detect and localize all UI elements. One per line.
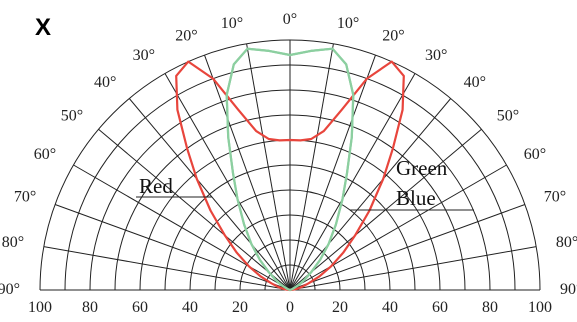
series-label-red: Red bbox=[139, 174, 173, 198]
radial-tick-label: 80 bbox=[482, 299, 498, 316]
panel-label: X bbox=[35, 14, 51, 41]
series-curve-blue bbox=[225, 47, 355, 292]
angle-tick-label: 10° bbox=[337, 15, 359, 32]
radial-tick-label: 40 bbox=[382, 299, 398, 316]
angle-tick-label: 30° bbox=[133, 47, 155, 64]
series-label-green: Green bbox=[396, 156, 448, 180]
angle-tick-label: 90° bbox=[560, 281, 577, 298]
grid-spoke bbox=[289, 98, 452, 291]
radial-tick-label: 100 bbox=[28, 299, 52, 316]
grid-spoke bbox=[204, 54, 291, 291]
grid-spoke bbox=[73, 164, 291, 291]
angle-tick-label: 70° bbox=[544, 189, 566, 206]
annotation-green-blue: Green Blue bbox=[350, 156, 474, 211]
angle-tick-label: 80° bbox=[2, 234, 24, 251]
grid-spoke bbox=[164, 73, 291, 291]
grid-spoke bbox=[289, 164, 507, 291]
angle-tick-labels: 0° 10° 20° 30° 40° 50° 60° 70° 80° 90° 10° 20° 30° 40… bbox=[0, 11, 577, 298]
angle-tick-label: 60° bbox=[34, 146, 56, 163]
angle-tick-label: 50° bbox=[497, 107, 519, 124]
grid-spoke bbox=[246, 43, 291, 291]
angle-tick-label: 50° bbox=[61, 107, 83, 124]
angle-tick-label: 90° bbox=[0, 281, 20, 298]
grid-spoke bbox=[289, 73, 416, 291]
angle-tick-label: 0° bbox=[283, 11, 297, 28]
angle-tick-label: 30° bbox=[425, 47, 447, 64]
angle-tick-label: 20° bbox=[382, 27, 404, 44]
grid-spoke bbox=[289, 54, 376, 291]
angle-tick-label: 70° bbox=[14, 189, 36, 206]
radial-tick-label: 80 bbox=[82, 299, 98, 316]
radial-tick-labels: 100 80 60 40 20 0 20 40 60 80 100 bbox=[28, 299, 552, 316]
angle-tick-label: 20° bbox=[175, 27, 197, 44]
radial-tick-label: 40 bbox=[182, 299, 198, 316]
radial-tick-label: 60 bbox=[132, 299, 148, 316]
grid-spoke bbox=[289, 43, 334, 291]
angle-tick-label: 40° bbox=[94, 74, 116, 91]
grid-spoke bbox=[289, 246, 537, 291]
series-label-blue: Blue bbox=[396, 186, 436, 210]
angle-tick-label: 40° bbox=[464, 74, 486, 91]
angle-tick-label: 80° bbox=[556, 234, 577, 251]
grid-spoke bbox=[43, 246, 291, 291]
radial-tick-label: 0 bbox=[286, 299, 294, 316]
annotation-red: Red bbox=[136, 174, 212, 198]
series-curve-red bbox=[175, 60, 405, 292]
grid-spoke bbox=[289, 204, 526, 291]
radial-tick-label: 60 bbox=[432, 299, 448, 316]
radial-tick-label: 20 bbox=[232, 299, 248, 316]
grid-spoke bbox=[98, 128, 291, 291]
angle-tick-label: 10° bbox=[221, 15, 243, 32]
grid-spoke bbox=[128, 98, 291, 291]
angle-tick-label: 60° bbox=[524, 146, 546, 163]
radial-tick-label: 20 bbox=[332, 299, 348, 316]
series-curves bbox=[175, 47, 405, 292]
grid-spoke bbox=[54, 204, 291, 291]
radial-tick-label: 100 bbox=[528, 299, 552, 316]
